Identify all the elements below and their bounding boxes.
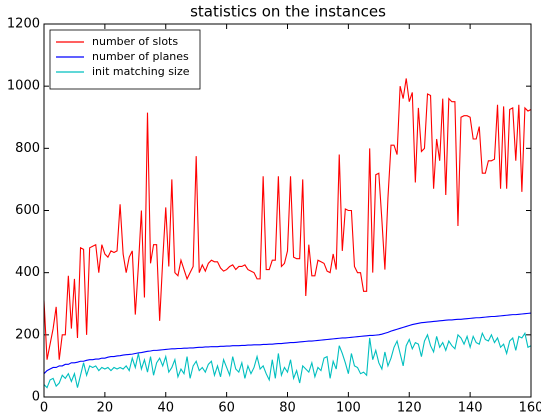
x-tick-label: 20 — [97, 401, 114, 416]
chart-title: statistics on the instances — [190, 3, 386, 21]
x-tick-label: 100 — [336, 401, 361, 416]
legend-label: init matching size — [92, 65, 190, 78]
x-tick-label: 160 — [519, 401, 541, 416]
legend-label: number of slots — [92, 35, 178, 48]
x-tick-label: 120 — [397, 401, 422, 416]
y-tick-label: 600 — [15, 203, 40, 218]
x-tick-label: 80 — [279, 401, 296, 416]
x-tick-label: 0 — [40, 401, 48, 416]
y-tick-label: 400 — [15, 265, 40, 280]
x-tick-label: 60 — [218, 401, 235, 416]
y-tick-label: 200 — [15, 327, 40, 342]
y-tick-label: 0 — [32, 390, 40, 405]
plot-frame — [43, 23, 532, 398]
series-line — [43, 331, 532, 389]
y-tick-label: 1200 — [7, 17, 40, 32]
y-tick-label: 800 — [15, 141, 40, 156]
series-line — [43, 312, 532, 375]
x-tick-label: 140 — [458, 401, 483, 416]
series-line — [43, 78, 532, 360]
legend-label: number of planes — [92, 50, 189, 63]
legend: number of slots number of planes init matc… — [49, 29, 201, 90]
x-tick-label: 40 — [157, 401, 174, 416]
legend-box — [49, 29, 201, 90]
y-tick-label: 1000 — [7, 79, 40, 94]
